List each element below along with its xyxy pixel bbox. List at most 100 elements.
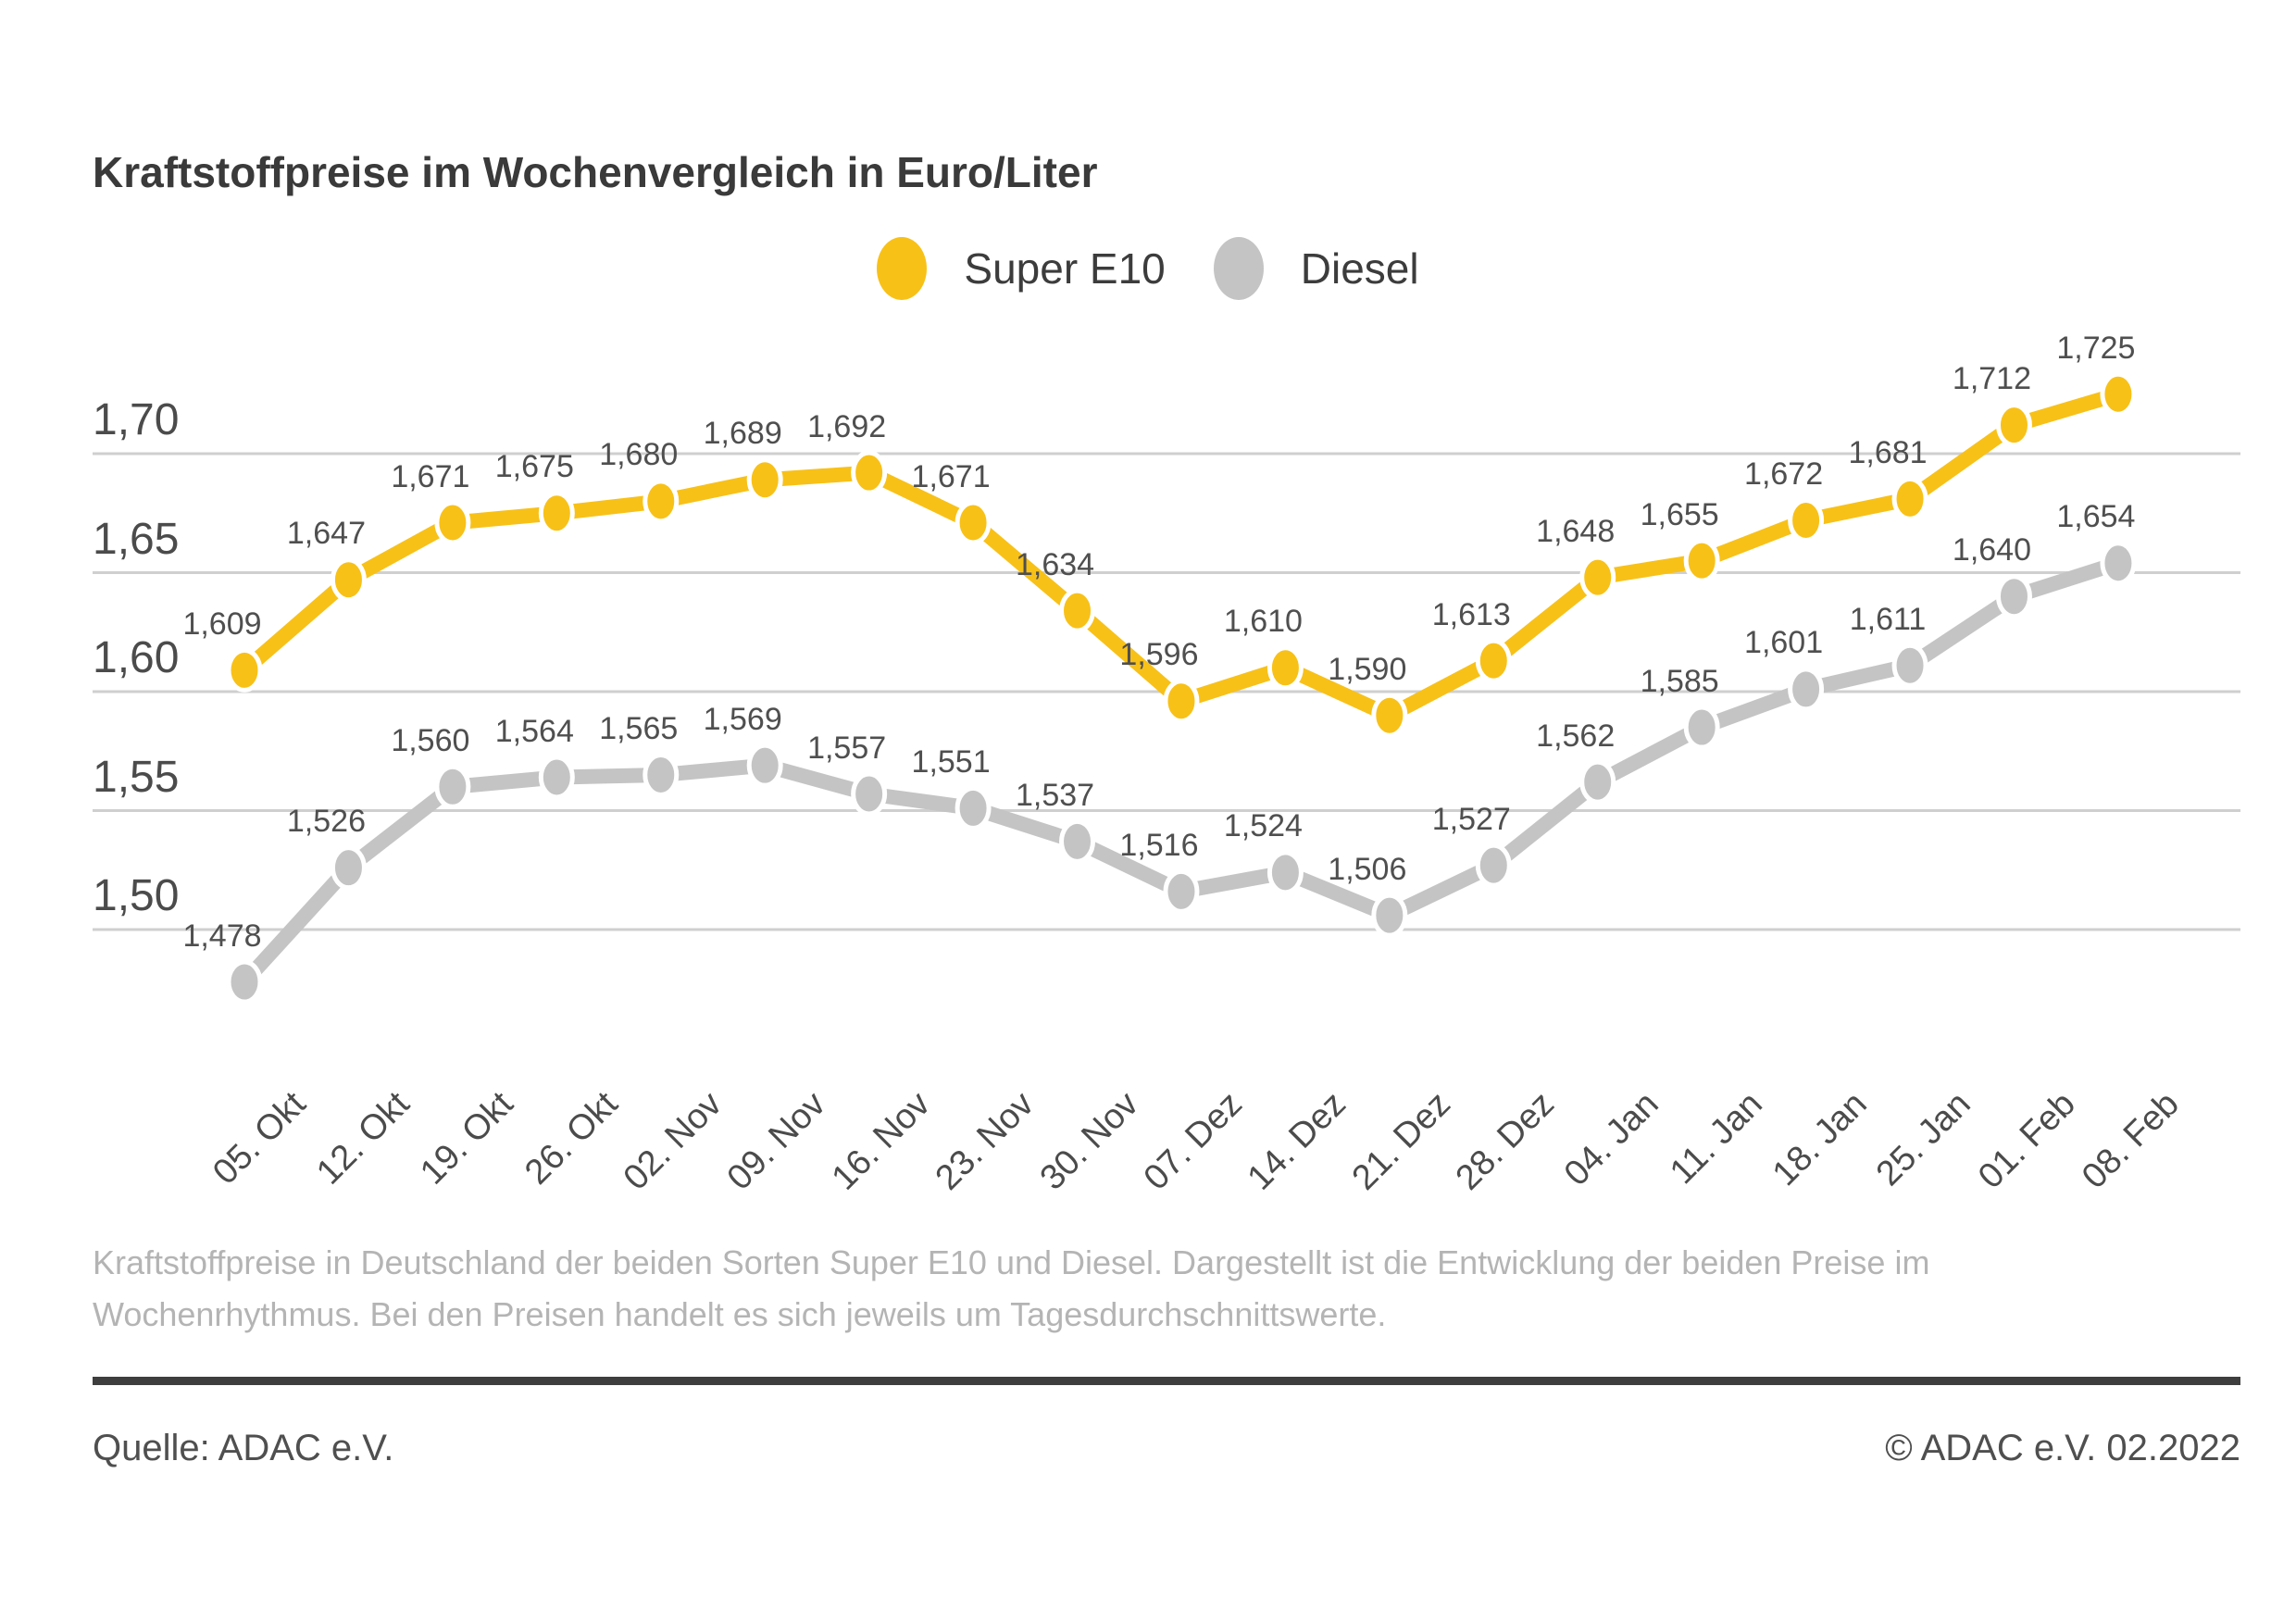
value-label-diesel: 1,506 xyxy=(1328,851,1407,887)
marker-diesel xyxy=(538,755,575,800)
value-label-super-e10: 1,671 xyxy=(391,458,470,494)
marker-diesel xyxy=(1371,893,1408,938)
marker-super-e10 xyxy=(226,647,263,693)
marker-super-e10 xyxy=(1891,476,1928,521)
value-label-super-e10: 1,689 xyxy=(703,416,782,452)
marker-diesel xyxy=(643,752,680,797)
value-label-diesel: 1,551 xyxy=(911,743,991,780)
bottom-row: Quelle: ADAC e.V. © ADAC e.V. 02.2022 xyxy=(93,1428,2240,1469)
y-axis-tick-label: 1,70 xyxy=(93,395,180,444)
marker-super-e10 xyxy=(1267,645,1304,691)
marker-super-e10 xyxy=(1163,679,1200,724)
x-axis-tick-label: 14. Dez xyxy=(1241,1084,1354,1198)
x-axis-tick-label: 04. Jan xyxy=(1556,1084,1666,1194)
marker-diesel xyxy=(955,785,992,830)
marker-super-e10 xyxy=(746,457,783,503)
marker-super-e10 xyxy=(1475,638,1512,683)
value-label-diesel: 1,527 xyxy=(1431,801,1511,837)
x-axis-tick-label: 07. Dez xyxy=(1136,1084,1250,1198)
marker-super-e10 xyxy=(851,450,888,495)
value-label-super-e10: 1,725 xyxy=(2056,330,2136,366)
x-axis-tick-label: 05. Okt xyxy=(205,1084,313,1193)
value-label-super-e10: 1,610 xyxy=(1223,604,1303,640)
marker-diesel xyxy=(851,771,888,817)
marker-diesel xyxy=(2100,541,2137,586)
marker-diesel xyxy=(1579,759,1616,805)
value-label-diesel: 1,601 xyxy=(1744,625,1824,661)
value-label-super-e10: 1,675 xyxy=(494,449,574,485)
value-label-diesel: 1,557 xyxy=(807,730,887,766)
value-label-diesel: 1,611 xyxy=(1849,601,1927,637)
legend-swatch-super-e10-icon xyxy=(877,237,928,300)
y-axis-tick-label: 1,60 xyxy=(93,633,180,682)
y-axis-tick-label: 1,55 xyxy=(93,752,180,802)
line-diesel xyxy=(237,556,2126,990)
marker-diesel xyxy=(1683,705,1720,750)
y-axis-tick-label: 1,65 xyxy=(93,514,180,564)
marker-super-e10 xyxy=(330,557,367,603)
marker-super-e10 xyxy=(955,500,992,545)
value-label-super-e10: 1,655 xyxy=(1640,496,1719,532)
value-label-super-e10: 1,647 xyxy=(286,516,366,552)
value-label-diesel: 1,526 xyxy=(286,804,366,840)
value-label-diesel: 1,654 xyxy=(2056,499,2136,535)
legend-label: Super E10 xyxy=(964,244,1166,293)
value-label-diesel: 1,564 xyxy=(494,713,574,749)
chart-description-line1: Kraftstoffpreise in Deutschland der beid… xyxy=(93,1243,1930,1281)
value-label-super-e10: 1,596 xyxy=(1119,637,1199,673)
value-label-diesel: 1,569 xyxy=(703,701,782,737)
x-axis-tick-label: 02. Nov xyxy=(616,1084,730,1198)
value-label-super-e10: 1,680 xyxy=(599,437,679,473)
legend-swatch-diesel-icon xyxy=(1213,237,1264,300)
value-label-super-e10: 1,590 xyxy=(1328,651,1407,687)
marker-super-e10 xyxy=(1995,403,2032,448)
marker-diesel xyxy=(1163,868,1200,914)
x-axis-tick-label: 09. Nov xyxy=(719,1084,834,1198)
x-axis-tick-label: 08. Feb xyxy=(2075,1084,2187,1197)
value-label-diesel: 1,640 xyxy=(1952,532,2032,568)
value-label-super-e10: 1,609 xyxy=(182,606,262,642)
marker-diesel xyxy=(1475,843,1512,888)
marker-diesel xyxy=(330,845,367,891)
marker-super-e10 xyxy=(2100,371,2137,417)
value-label-diesel: 1,560 xyxy=(391,722,470,758)
chart-legend: Super E10 Diesel xyxy=(0,230,2296,307)
legend-item-diesel: Diesel xyxy=(1213,237,1419,300)
marker-super-e10 xyxy=(538,491,575,536)
value-label-super-e10: 1,712 xyxy=(1952,361,2032,397)
marker-super-e10 xyxy=(1579,555,1616,600)
value-label-super-e10: 1,671 xyxy=(911,458,991,494)
marker-diesel xyxy=(434,764,471,809)
marker-diesel xyxy=(746,743,783,788)
value-label-super-e10: 1,634 xyxy=(1015,546,1095,582)
value-label-diesel: 1,565 xyxy=(599,710,679,746)
value-label-diesel: 1,537 xyxy=(1015,777,1095,813)
marker-diesel xyxy=(1995,574,2032,619)
marker-diesel xyxy=(1788,667,1825,712)
marker-super-e10 xyxy=(434,500,471,545)
x-axis-tick-label: 16. Nov xyxy=(824,1084,938,1198)
value-label-diesel: 1,524 xyxy=(1223,808,1303,844)
marker-diesel xyxy=(1059,818,1096,864)
marker-diesel xyxy=(1891,643,1928,688)
legend-item-super-e10: Super E10 xyxy=(877,237,1166,300)
source-credit: Quelle: ADAC e.V. xyxy=(93,1428,394,1468)
value-label-super-e10: 1,692 xyxy=(807,408,887,444)
x-axis-tick-label: 18. Jan xyxy=(1765,1084,1875,1194)
x-axis-tick-label: 23. Nov xyxy=(928,1084,1042,1198)
value-label-diesel: 1,478 xyxy=(182,918,262,954)
marker-super-e10 xyxy=(643,479,680,524)
chart-title: Kraftstoffpreise im Wochenvergleich in E… xyxy=(93,147,1098,196)
x-axis-tick-label: 01. Feb xyxy=(1970,1084,2083,1197)
value-label-diesel: 1,562 xyxy=(1536,718,1616,754)
value-label-super-e10: 1,648 xyxy=(1536,513,1616,549)
x-axis-tick-label: 19. Okt xyxy=(413,1084,521,1193)
value-label-diesel: 1,585 xyxy=(1640,663,1719,699)
chart-description-line2: Wochenrhythmus. Bei den Preisen handelt … xyxy=(93,1295,1387,1333)
x-axis-tick-label: 25. Jan xyxy=(1869,1084,1979,1194)
value-label-diesel: 1,516 xyxy=(1119,827,1199,863)
x-axis-tick-label: 30. Nov xyxy=(1032,1084,1146,1198)
copyright-note: © ADAC e.V. 02.2022 xyxy=(1885,1428,2240,1468)
marker-diesel xyxy=(226,959,263,1005)
